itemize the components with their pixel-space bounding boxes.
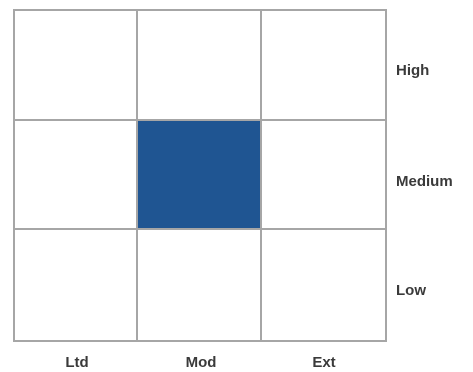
cell-low-ltd [15, 230, 139, 340]
cell-low-ext [261, 230, 385, 340]
column-label-mod: Mod [185, 354, 217, 371]
row-label-medium: Medium [396, 173, 453, 190]
cell-medium-ltd [15, 120, 139, 231]
matrix-grid [13, 9, 387, 342]
row-label-high: High [396, 62, 430, 79]
cell-high-ltd [15, 11, 139, 121]
cell-low-mod [138, 230, 262, 340]
cell-high-ext [261, 11, 385, 121]
column-label-ltd: Ltd [65, 354, 89, 371]
row-label-low: Low [396, 282, 426, 299]
cell-high-mod [138, 11, 262, 121]
cell-medium-mod-highlighted [138, 120, 262, 231]
cell-medium-ext [261, 120, 385, 231]
column-label-ext: Ext [312, 354, 336, 371]
